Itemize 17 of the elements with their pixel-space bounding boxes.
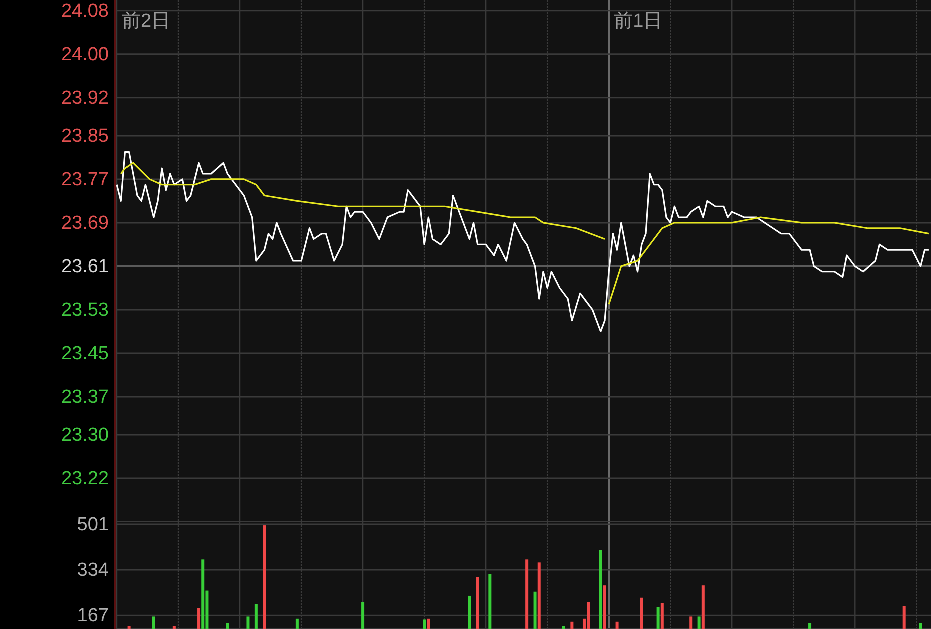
y-tick-label: 23.37 [61, 387, 109, 408]
y-tick-label: 23.85 [61, 126, 109, 148]
y-tick-label: 23.30 [61, 425, 109, 446]
y-tick-label: 23.53 [61, 300, 109, 322]
y-tick-label: 23.77 [61, 170, 109, 191]
annotation: 前2日 [122, 11, 171, 32]
y-tick-label: 23.92 [61, 88, 109, 109]
y-tick-label: 23.69 [61, 213, 109, 234]
y-tick-label: 334 [77, 560, 110, 582]
y-tick-label: 24.08 [61, 0, 109, 22]
annotation: 前1日 [614, 11, 663, 32]
y-tick-label: 167 [77, 606, 109, 627]
y-tick-label: 23.45 [61, 344, 109, 365]
y-tick-label: 23.22 [61, 468, 109, 490]
y-tick-label: 23.61 [61, 256, 109, 278]
y-tick-label: 501 [77, 514, 109, 536]
y-tick-label: 24.00 [61, 44, 109, 66]
